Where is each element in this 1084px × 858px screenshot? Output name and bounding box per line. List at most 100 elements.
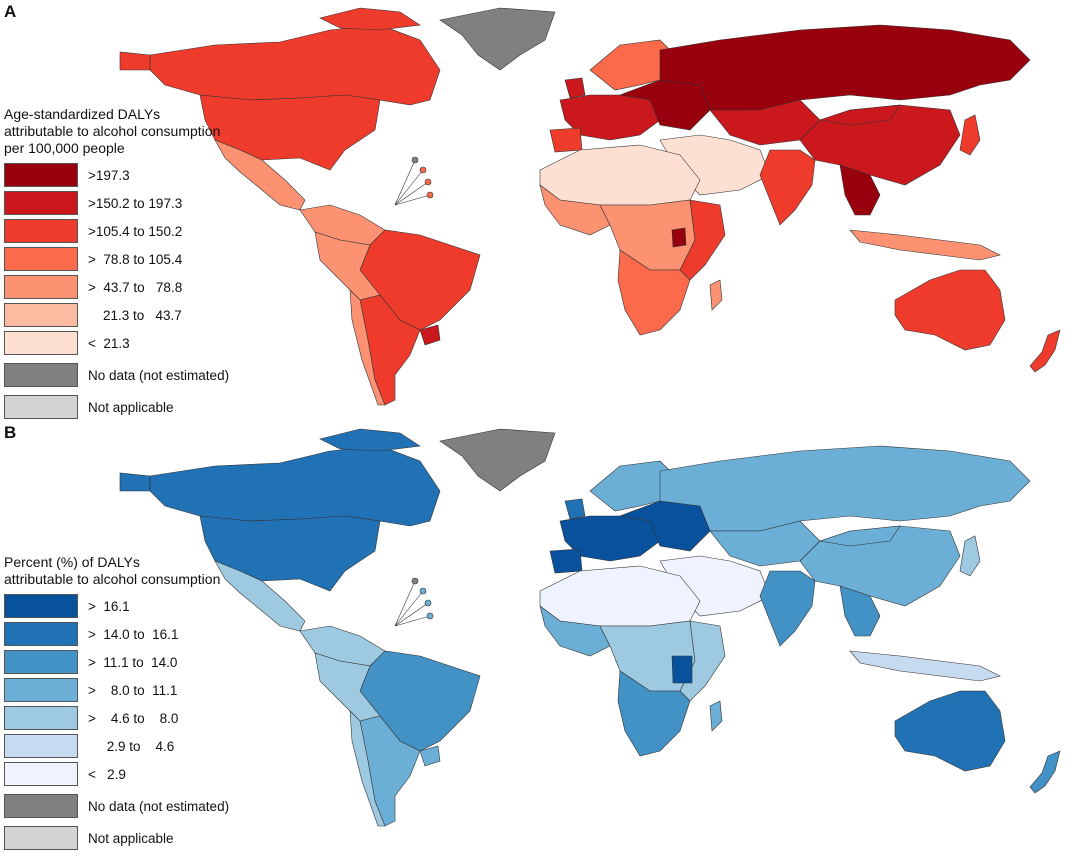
legend-item: > 14.0 to 16.1 [4, 622, 229, 646]
legend-swatch [4, 594, 78, 618]
legend-title-line: per 100,000 people [4, 140, 125, 156]
uk-ireland [564, 498, 586, 520]
west-africa [539, 184, 611, 236]
legend-label: No data (not estimated) [88, 367, 230, 383]
legend-swatch [4, 303, 78, 327]
north-africa [539, 144, 701, 206]
russia [659, 445, 1031, 532]
legend-swatch [4, 678, 78, 702]
legend-item: >105.4 to 150.2 [4, 219, 229, 243]
legend: Percent (%) of DALYs attributable to alc… [4, 554, 229, 858]
legend-item: < 21.3 [4, 331, 229, 355]
legend-item: No data (not estimated) [4, 794, 229, 818]
alaska [119, 472, 151, 492]
legend-label: 2.9 to 4.6 [88, 738, 175, 754]
legend-label: > 78.8 to 105.4 [88, 251, 183, 267]
legend-swatch [4, 622, 78, 646]
legend-label: > 16.1 [88, 598, 130, 614]
panel-label: B [4, 423, 17, 442]
legend-label: < 21.3 [88, 335, 130, 351]
canada [149, 445, 441, 527]
tanzania [671, 655, 693, 684]
callout-dot [411, 156, 419, 164]
greenland [439, 428, 556, 492]
legend-label: Not applicable [88, 399, 174, 415]
legend-swatch [4, 794, 78, 818]
legend-item: > 8.0 to 11.1 [4, 678, 229, 702]
legend-swatch [4, 191, 78, 215]
legend-swatch [4, 219, 78, 243]
australia [894, 690, 1006, 772]
india [759, 570, 816, 647]
southern-africa [617, 670, 691, 757]
legend-item: >150.2 to 197.3 [4, 191, 229, 215]
iberia [549, 548, 583, 574]
west-africa [539, 605, 611, 657]
legend-item: > 78.8 to 105.4 [4, 247, 229, 271]
southern-africa [617, 249, 691, 336]
new-zealand [1029, 329, 1061, 373]
canada [149, 24, 441, 106]
map-panel-b: B Percent (%) of DALYs attributable to a… [0, 421, 1084, 850]
mongolia [819, 104, 901, 126]
legend-item: > 4.6 to 8.0 [4, 706, 229, 730]
legend-swatch [4, 826, 78, 850]
southeast-asia [839, 585, 881, 637]
world-map-dalys [119, 7, 1061, 406]
callout-dot [411, 577, 419, 585]
legend: Age-standardized DALYs attributable to a… [4, 106, 229, 427]
legend-title: Percent (%) of DALYs attributable to alc… [4, 554, 229, 588]
indonesia [849, 229, 1001, 261]
legend-label: >197.3 [88, 167, 130, 183]
legend-item: > 16.1 [4, 594, 229, 618]
legend-label: > 43.7 to 78.8 [88, 279, 183, 295]
legend-swatch [4, 395, 78, 419]
indonesia [849, 650, 1001, 682]
legend-item: > 11.1 to 14.0 [4, 650, 229, 674]
legend-swatch [4, 706, 78, 730]
legend-item: No data (not estimated) [4, 363, 229, 387]
iberia [549, 127, 583, 153]
russia [659, 24, 1031, 111]
alaska [119, 51, 151, 71]
new-zealand [1029, 750, 1061, 794]
legend-label: > 14.0 to 16.1 [88, 626, 179, 642]
legend-label: >105.4 to 150.2 [88, 223, 183, 239]
legend-swatch [4, 363, 78, 387]
madagascar [709, 700, 723, 732]
legend-swatch [4, 275, 78, 299]
legend-title-line: attributable to alcohol consumption [4, 123, 221, 139]
legend-label: > 11.1 to 14.0 [88, 654, 178, 670]
canada-islands [319, 7, 421, 31]
callout-dot [426, 191, 434, 199]
legend-item: < 2.9 [4, 762, 229, 786]
legend-item: Not applicable [4, 826, 229, 850]
legend-label: Not applicable [88, 830, 174, 846]
callout-dot [424, 178, 432, 186]
colombia-venezuela [299, 625, 386, 667]
map-panel-a: A Age-standardized DALYs attributable to… [0, 0, 1084, 421]
legend-swatch [4, 762, 78, 786]
western-europe [559, 515, 661, 562]
uganda [671, 227, 687, 248]
legend-item: >197.3 [4, 163, 229, 187]
legend-label: No data (not estimated) [88, 798, 230, 814]
legend-title-line: attributable to alcohol consumption [4, 571, 221, 587]
legend-label: > 4.6 to 8.0 [88, 710, 179, 726]
legend-label: < 2.9 [88, 766, 126, 782]
north-africa [539, 565, 701, 627]
legend-item: Not applicable [4, 395, 229, 419]
legend-title: Age-standardized DALYs attributable to a… [4, 106, 229, 157]
legend-label: 21.3 to 43.7 [88, 307, 182, 323]
legend-swatch [4, 734, 78, 758]
uk-ireland [564, 77, 586, 99]
chile [349, 710, 386, 827]
callout-dot [419, 587, 427, 595]
callout-dot [424, 599, 432, 607]
mongolia [819, 525, 901, 547]
greenland [439, 7, 556, 71]
world-map-percent [119, 428, 1061, 827]
australia [894, 269, 1006, 351]
east-africa [679, 199, 726, 281]
legend-item: 2.9 to 4.6 [4, 734, 229, 758]
